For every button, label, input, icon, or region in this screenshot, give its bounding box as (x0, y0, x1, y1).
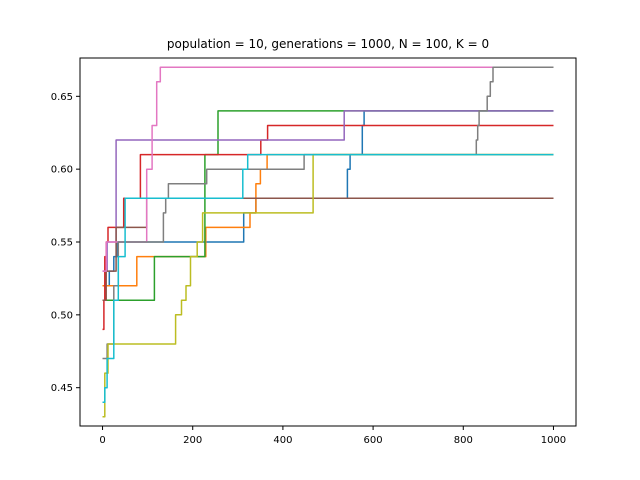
series-line-run-2 (102, 110, 554, 302)
y-tick-label: 0.60 (51, 165, 73, 176)
y-tick-label: 0.45 (51, 383, 73, 394)
y-tick: 0.65 (51, 92, 80, 103)
y-tick: 0.45 (51, 383, 80, 394)
x-tick: 0 (99, 426, 106, 446)
x-tick: 600 (364, 426, 383, 446)
y-axis: 0.45 0.50 0.55 0.60 0.65 (51, 92, 80, 394)
y-tick-label: 0.65 (51, 92, 73, 103)
x-axis: 0 200 400 600 800 1000 (99, 426, 566, 446)
series-line-run-8 (102, 153, 554, 418)
x-tick-label: 1000 (541, 435, 566, 446)
y-tick-label: 0.50 (51, 310, 73, 321)
x-tick-label: 800 (454, 435, 473, 446)
series-line-run-9 (102, 153, 554, 404)
x-tick-label: 200 (183, 435, 202, 446)
y-tick: 0.50 (51, 310, 80, 321)
x-tick-label: 600 (364, 435, 383, 446)
x-tick: 200 (183, 426, 202, 446)
series-line-run-4 (102, 110, 554, 272)
x-tick: 400 (273, 426, 292, 446)
x-tick-label: 0 (99, 435, 105, 446)
y-tick: 0.60 (51, 165, 80, 176)
y-tick: 0.55 (51, 238, 80, 249)
x-tick: 1000 (541, 426, 566, 446)
x-tick: 800 (454, 426, 473, 446)
series-line-run-6 (102, 66, 554, 272)
y-tick-label: 0.55 (51, 238, 73, 249)
series-layer (102, 66, 554, 418)
x-tick-label: 400 (273, 435, 292, 446)
chart-title: population = 10, generations = 1000, N =… (167, 37, 489, 51)
